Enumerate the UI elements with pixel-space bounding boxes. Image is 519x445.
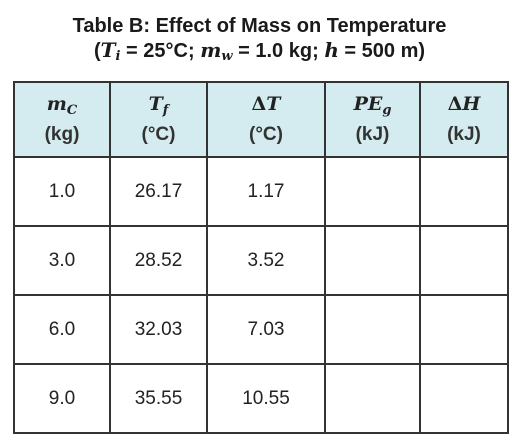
header-temp-change: ΔT (°C) (206, 81, 326, 158)
title-mw-symbol: m (200, 38, 222, 62)
title-mw-sub: w (221, 49, 233, 64)
table-row: 3.0 28.52 3.52 (13, 225, 509, 296)
cell-mass: 9.0 (13, 363, 111, 434)
header-mass: mC (kg) (13, 81, 111, 158)
cell-final-temp: 32.03 (109, 294, 208, 365)
cell-potential-energy[interactable] (324, 225, 421, 296)
cell-temp-change: 10.55 (206, 363, 326, 434)
cell-temp-change: 1.17 (206, 156, 326, 227)
header-final-temp: Tf (°C) (109, 81, 208, 158)
cell-mass: 1.0 (13, 156, 111, 227)
cell-enthalpy-change[interactable] (419, 294, 509, 365)
cell-mass: 3.0 (13, 225, 111, 296)
cell-potential-energy[interactable] (324, 294, 421, 365)
cell-enthalpy-change[interactable] (419, 225, 509, 296)
header-enthalpy-change: ΔH (kJ) (419, 81, 509, 158)
cell-potential-energy[interactable] (324, 156, 421, 227)
cell-enthalpy-change[interactable] (419, 363, 509, 434)
header-potential-energy: PEg (kJ) (324, 81, 421, 158)
table-title: Table B: Effect of Mass on Temperature (… (0, 14, 519, 69)
title-ti-sub: i (115, 49, 121, 64)
table-row: 9.0 35.55 10.55 (13, 363, 509, 434)
title-ti-symbol: T (100, 38, 116, 62)
title-h-symbol: h (324, 38, 339, 62)
data-table: mC (kg) Tf (°C) ΔT (°C) PEg (kJ) ΔH (kJ)… (13, 81, 509, 434)
cell-enthalpy-change[interactable] (419, 156, 509, 227)
cell-potential-energy[interactable] (324, 363, 421, 434)
cell-final-temp: 35.55 (109, 363, 208, 434)
cell-mass: 6.0 (13, 294, 111, 365)
cell-temp-change: 7.03 (206, 294, 326, 365)
title-h-value: = 500 m) (344, 40, 426, 62)
header-row: mC (kg) Tf (°C) ΔT (°C) PEg (kJ) ΔH (kJ) (13, 81, 509, 158)
title-ti-value: = 25°C; (126, 40, 195, 62)
table-row: 6.0 32.03 7.03 (13, 294, 509, 365)
cell-temp-change: 3.52 (206, 225, 326, 296)
title-mw-value: = 1.0 kg; (238, 40, 319, 62)
title-line-1: Table B: Effect of Mass on Temperature (72, 15, 447, 37)
title-line-2: (Ti = 25°C; mw = 1.0 kg; h = 500 m) (93, 38, 426, 64)
cell-final-temp: 26.17 (109, 156, 208, 227)
cell-final-temp: 28.52 (109, 225, 208, 296)
table-row: 1.0 26.17 1.17 (13, 156, 509, 227)
